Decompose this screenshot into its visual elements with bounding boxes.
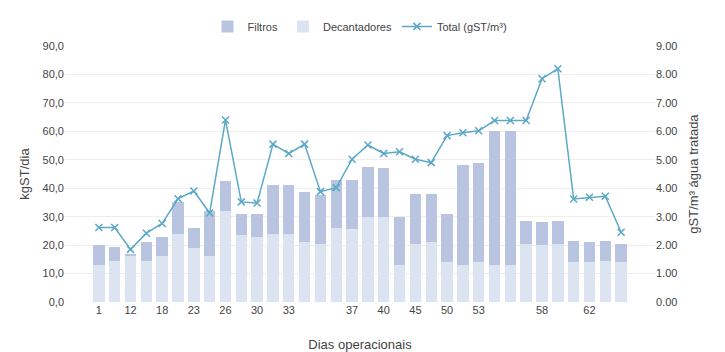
svg-text:10,0: 10,0 (43, 267, 64, 279)
svg-text:26: 26 (219, 304, 231, 316)
svg-text:40: 40 (378, 304, 390, 316)
svg-text:50: 50 (441, 304, 453, 316)
svg-text:62: 62 (583, 304, 595, 316)
svg-text:Filtros: Filtros (248, 21, 278, 33)
svg-text:Dias operacionais: Dias operacionais (308, 337, 412, 352)
svg-text:90,0: 90,0 (43, 40, 64, 52)
svg-text:0.00: 0.00 (656, 296, 677, 308)
svg-text:7.00: 7.00 (656, 97, 677, 109)
svg-text:Decantadores: Decantadores (323, 21, 392, 33)
svg-text:40,0: 40,0 (43, 182, 64, 194)
svg-text:45: 45 (409, 304, 421, 316)
svg-text:5.00: 5.00 (656, 154, 677, 166)
svg-text:80,0: 80,0 (43, 68, 64, 80)
svg-text:12: 12 (124, 304, 136, 316)
svg-text:8.00: 8.00 (656, 68, 677, 80)
svg-text:0,0: 0,0 (49, 296, 64, 308)
svg-text:53: 53 (473, 304, 485, 316)
svg-text:Total (gST/m³): Total (gST/m³) (437, 21, 507, 33)
svg-text:1.00: 1.00 (656, 267, 677, 279)
svg-text:1: 1 (96, 304, 102, 316)
svg-text:gST/m³ água tratada: gST/m³ água tratada (686, 114, 701, 234)
svg-text:70,0: 70,0 (43, 97, 64, 109)
svg-text:2.00: 2.00 (656, 239, 677, 251)
svg-text:6.00: 6.00 (656, 125, 677, 137)
svg-text:50,0: 50,0 (43, 154, 64, 166)
svg-text:30: 30 (251, 304, 263, 316)
svg-text:60,0: 60,0 (43, 125, 64, 137)
svg-text:4.00: 4.00 (656, 182, 677, 194)
svg-text:37: 37 (346, 304, 358, 316)
svg-text:3.00: 3.00 (656, 211, 677, 223)
svg-text:30,0: 30,0 (43, 211, 64, 223)
svg-text:9.00: 9.00 (656, 40, 677, 52)
svg-text:33: 33 (283, 304, 295, 316)
svg-text:58: 58 (536, 304, 548, 316)
svg-text:18: 18 (156, 304, 168, 316)
svg-text:kgST/dia: kgST/dia (17, 148, 32, 200)
svg-text:23: 23 (188, 304, 200, 316)
svg-text:20,0: 20,0 (43, 239, 64, 251)
